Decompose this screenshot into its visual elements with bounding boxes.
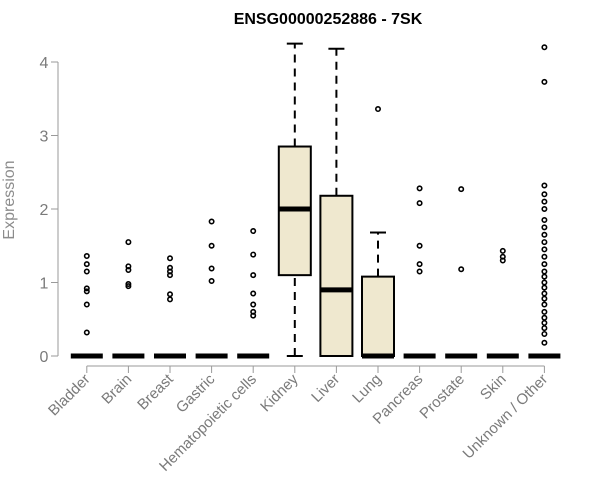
outlier-point (125, 283, 132, 290)
box-group (195, 218, 228, 359)
outlier-point (125, 239, 132, 246)
outlier-point (541, 284, 548, 291)
outlier-point (374, 106, 381, 113)
y-axis: 0 1 2 3 4 (40, 55, 59, 366)
box-group (154, 255, 186, 359)
outlier-point (250, 251, 257, 258)
outlier-point (458, 186, 465, 193)
box-group (361, 106, 395, 359)
outlier-point (125, 263, 132, 270)
outlier-point (541, 295, 548, 302)
outlier-point (208, 278, 215, 285)
outlier-point (208, 242, 215, 249)
box-group (445, 186, 478, 359)
outlier-point (167, 291, 174, 298)
outlier-point (83, 288, 90, 295)
box-group (70, 253, 103, 359)
outlier-point (125, 280, 132, 287)
x-tick-label: Liver (308, 371, 343, 406)
outlier-point (83, 301, 90, 308)
outlier-point (541, 290, 548, 297)
outlier-point (541, 301, 548, 308)
outlier-point (541, 330, 548, 337)
outlier-point (541, 78, 548, 85)
x-tick-label: Bladder (45, 371, 94, 420)
outlier-point (499, 253, 506, 260)
box-group (112, 239, 145, 359)
outlier-point (541, 325, 548, 332)
x-tick-label: Brain (98, 371, 135, 408)
outlier-point (83, 329, 90, 336)
outlier-point (83, 253, 90, 260)
outlier-point (416, 185, 423, 192)
outlier-point (541, 191, 548, 198)
chart-title: ENSG00000252886 - 7SK (234, 11, 423, 28)
x-tick-label: Skin (477, 371, 510, 404)
y-tick-label: 2 (40, 202, 49, 219)
outlier-point (167, 264, 174, 271)
outlier-point (541, 224, 548, 231)
outlier-point (541, 206, 548, 213)
box-group (403, 185, 436, 359)
outlier-point (541, 217, 548, 224)
outlier-point (208, 218, 215, 225)
x-tick-label: Prostate (416, 371, 468, 423)
outlier-point (250, 228, 257, 235)
outlier-point (416, 268, 423, 275)
outlier-point (541, 231, 548, 238)
outlier-point (541, 273, 548, 280)
outlier-point (541, 308, 548, 315)
x-tick-label: Lung (349, 371, 385, 407)
outlier-point (416, 242, 423, 249)
box-iqr (361, 275, 395, 357)
outlier-point (167, 296, 174, 303)
outlier-point (541, 182, 548, 189)
outlier-point (250, 308, 257, 315)
outlier-point (250, 301, 257, 308)
x-tick-label: Breast (134, 370, 177, 413)
outlier-point (499, 247, 506, 254)
outlier-point (250, 272, 257, 279)
y-tick-label: 4 (40, 55, 49, 72)
outlier-point (541, 44, 548, 51)
outlier-point (458, 266, 465, 273)
x-tick-label: Kidney (257, 370, 302, 415)
outlier-point (416, 200, 423, 207)
outlier-point (167, 255, 174, 262)
boxes (70, 42, 561, 359)
y-tick-label: 3 (40, 129, 49, 146)
outlier-point (541, 339, 548, 346)
outlier-point (83, 285, 90, 292)
box-iqr (319, 194, 354, 357)
outlier-point (208, 265, 215, 272)
outlier-point (250, 290, 257, 297)
outlier-point (416, 261, 423, 268)
y-axis-label: Expression (1, 160, 18, 239)
outlier-point (541, 314, 548, 321)
box-group (277, 42, 312, 357)
y-tick-label: 1 (40, 276, 49, 293)
box-group (237, 228, 270, 359)
y-tick-label: 0 (40, 349, 49, 366)
outlier-point (541, 253, 548, 260)
outlier-point (541, 246, 548, 253)
outlier-point (83, 268, 90, 275)
outlier-point (541, 239, 548, 246)
outlier-point (541, 319, 548, 326)
outlier-point (83, 261, 90, 268)
box-group (486, 247, 519, 359)
outlier-point (541, 279, 548, 286)
outlier-point (541, 261, 548, 268)
outlier-point (541, 268, 548, 275)
box-group (319, 47, 354, 357)
box-group (528, 44, 561, 359)
outlier-point (541, 198, 548, 205)
